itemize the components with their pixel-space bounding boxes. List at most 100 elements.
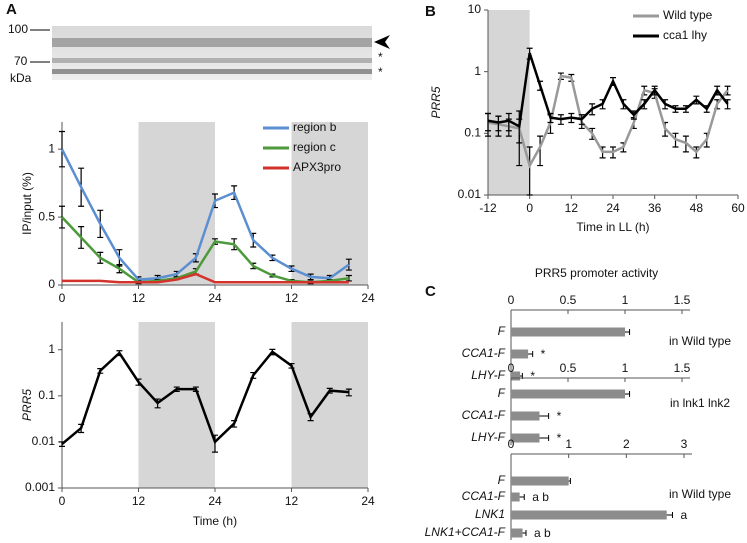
x-tick-label: 12	[285, 494, 299, 508]
error-bar	[59, 130, 65, 168]
band-marker: *	[378, 50, 383, 64]
x-tick-label: 1	[565, 437, 572, 451]
y-tick-label: 0	[48, 277, 55, 291]
condition-note: in lnk1 lnk2	[670, 396, 730, 410]
x-tick-label: 0.5	[560, 361, 577, 375]
panel-letter: B	[425, 3, 436, 20]
y-tick-label: 1	[474, 64, 481, 78]
panel-letter: A	[6, 1, 17, 18]
y-axis-label: PRR5	[429, 86, 443, 118]
error-bar	[539, 435, 550, 441]
y-axis-label: IP/input (%)	[20, 172, 34, 235]
y-axis-label: PRR5	[20, 389, 34, 421]
series-line	[487, 74, 729, 169]
y-tick-label: 0.1	[38, 388, 55, 402]
error-bar	[625, 329, 631, 335]
x-tick-label: 24	[361, 291, 375, 305]
x-tick-label: 0	[508, 361, 515, 375]
axis-title: PRR5 promoter activity	[535, 266, 658, 280]
x-tick-label: 12	[132, 291, 146, 305]
error-bar	[568, 478, 571, 484]
series-line	[487, 52, 729, 129]
x-tick-label: 12	[565, 201, 579, 215]
x-axis-label: Time (h)	[193, 514, 237, 528]
series-line	[60, 148, 350, 281]
bar	[511, 389, 625, 399]
error-bar	[519, 494, 525, 500]
legend-label: cca1 lhy	[663, 28, 707, 42]
x-tick-label: 12	[132, 494, 146, 508]
y-tick-label: 10	[468, 2, 482, 16]
x-tick-label: 48	[690, 201, 704, 215]
x-tick-label: 24	[606, 201, 620, 215]
significance-marker: a b	[532, 490, 549, 504]
category-label: LNK1	[475, 507, 505, 521]
x-tick-label: 24	[208, 494, 222, 508]
legend-label: Wild type	[663, 8, 713, 22]
error-bar	[345, 388, 352, 397]
y-tick-label: 0.01	[32, 434, 56, 448]
legend-label: region c	[293, 140, 336, 154]
y-tick-label: 1	[48, 141, 55, 155]
size-label: 70	[14, 54, 28, 68]
category-label: LHY-F	[471, 368, 505, 382]
bar	[511, 411, 540, 421]
panel-letter: C	[425, 283, 436, 300]
x-tick-label: 1	[622, 293, 629, 307]
x-tick-label: 0.5	[560, 293, 577, 307]
bar	[511, 510, 667, 520]
error-bar	[537, 135, 544, 167]
blot-image	[30, 26, 390, 80]
night-shade	[138, 322, 215, 488]
x-tick-label: 0	[508, 437, 515, 451]
x-tick-label: -12	[479, 201, 497, 215]
night-shade	[138, 122, 215, 285]
x-tick-label: 1.5	[674, 361, 691, 375]
significance-marker: a	[680, 508, 687, 522]
error-bar	[485, 112, 491, 132]
error-bar	[522, 530, 527, 536]
category-label: F	[498, 386, 506, 400]
y-tick-label: 1	[48, 342, 55, 356]
size-label: 100	[8, 22, 28, 36]
condition-note: in Wild type	[669, 334, 731, 348]
series-line	[62, 272, 349, 284]
condition-note: in Wild type	[669, 487, 731, 501]
significance-marker: *	[557, 431, 562, 445]
error-bar	[666, 512, 673, 518]
x-tick-label: 0	[59, 291, 66, 305]
x-tick-label: 12	[285, 291, 299, 305]
category-label: CCA1-F	[462, 489, 506, 503]
x-tick-label: 0	[526, 201, 533, 215]
series-line	[61, 350, 349, 445]
bar	[511, 327, 625, 337]
x-tick-label: 2	[623, 437, 630, 451]
bar	[511, 492, 520, 502]
bar	[511, 433, 540, 443]
y-tick-label: 0.001	[25, 480, 55, 494]
unit-label: kDa	[10, 71, 32, 85]
category-label: CCA1-F	[462, 408, 506, 422]
y-tick-label: 0.01	[458, 187, 482, 201]
x-tick-label: 24	[361, 494, 375, 508]
x-tick-label: 1	[622, 361, 629, 375]
night-shade	[291, 122, 368, 285]
category-label: CCA1-F	[462, 346, 506, 360]
error-bar	[539, 413, 550, 419]
x-tick-label: 0	[59, 494, 66, 508]
category-label: F	[498, 473, 506, 487]
significance-marker: *	[541, 347, 546, 361]
x-tick-label: 1.5	[674, 293, 691, 307]
bar	[511, 528, 523, 538]
y-tick-label: 0.1	[464, 126, 481, 140]
error-bar	[625, 391, 631, 397]
error-bar	[528, 351, 534, 357]
x-tick-label: 0	[508, 293, 515, 307]
category-label: LNK1+CCA1-F	[425, 525, 506, 539]
bar	[511, 349, 529, 359]
x-axis-label: Time in LL (h)	[576, 220, 649, 234]
bar	[511, 371, 521, 381]
legend-label: region b	[293, 120, 337, 134]
